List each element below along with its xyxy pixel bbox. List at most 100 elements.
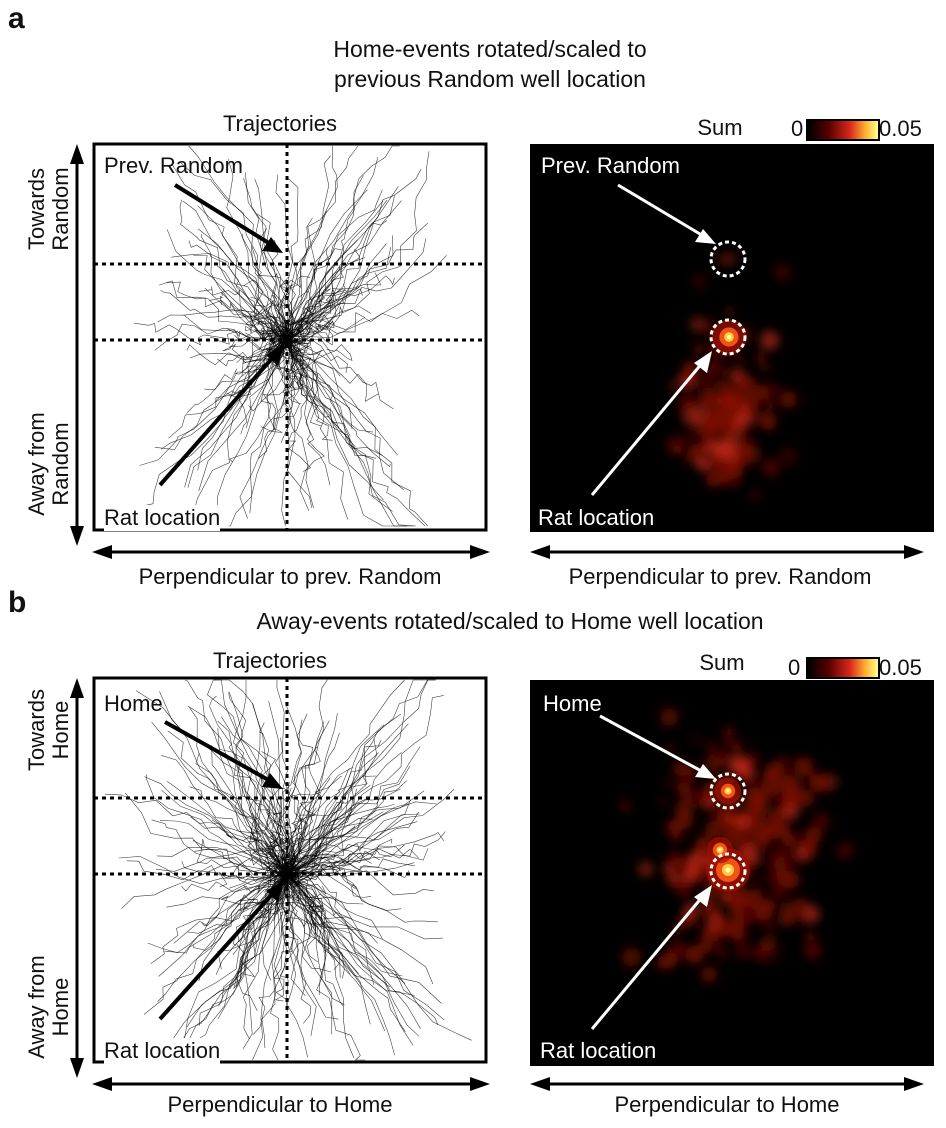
heat-blob [660, 708, 679, 727]
heat-blob [717, 385, 734, 401]
heat-blob [668, 874, 679, 885]
panel-a-colorbar-min: 0 [791, 116, 804, 141]
heat-blob [751, 876, 762, 887]
heat-blob [724, 918, 744, 938]
trajectory-line [261, 877, 288, 1049]
heat-blob [704, 756, 721, 772]
panel-a-title-line2: previous Random well location [334, 66, 646, 92]
panel-b-title: Away-events rotated/scaled to Home well … [256, 608, 764, 634]
panel-b-rat-arrow [158, 880, 284, 1021]
heat-blob [780, 391, 797, 408]
trajectory-line [282, 157, 379, 342]
panel-b-heatmap-plot [530, 680, 934, 1091]
panel-a-x-label-right: Perpendicular to prev. Random [568, 564, 872, 589]
panel-b-goal-label-left: Home [104, 691, 163, 716]
trajectory-line [221, 716, 290, 872]
heat-blob [720, 473, 730, 484]
trajectory-line [249, 336, 298, 514]
panel-a-y-bottom-line1: Away from [24, 412, 49, 516]
trajectory-line [252, 871, 294, 1035]
heat-blob [782, 787, 802, 806]
trajectory-line [282, 337, 416, 527]
panel-a-rat-arrow [158, 344, 284, 487]
trajectory-line [283, 309, 420, 339]
heat-blob [731, 833, 740, 842]
trajectory-line [156, 857, 290, 877]
trajectory-line [287, 788, 401, 878]
trajectory-line [289, 860, 372, 898]
panel-b-x-label-left: Perpendicular to Home [167, 1092, 393, 1117]
trajectory-line [209, 295, 288, 339]
heat-blob [698, 373, 717, 391]
trajectory-line [182, 200, 290, 337]
trajectory-line [217, 335, 290, 522]
heat-blob [780, 915, 791, 926]
trajectory-line [264, 865, 293, 901]
panel-a-x-label-left: Perpendicular to prev. Random [138, 564, 442, 589]
heat-blob [794, 913, 805, 924]
panel-a-rat-circle [709, 318, 747, 356]
panel-a-right-title: Sum [697, 115, 743, 140]
trajectory-line [288, 217, 313, 340]
trajectory-line [215, 679, 290, 870]
trajectory-line [286, 337, 426, 527]
heat-blob [677, 882, 693, 898]
trajectory-line [285, 766, 410, 870]
heat-hotspot [726, 789, 730, 793]
heat-blob [732, 453, 742, 462]
panel-a-left-title: Trajectories [222, 111, 338, 136]
trajectory-line [285, 272, 382, 340]
trajectory-line [287, 803, 409, 874]
heat-blob [707, 418, 719, 430]
heat-blob [712, 942, 723, 952]
heat-blob [706, 742, 717, 753]
heat-blob [682, 393, 699, 410]
trajectory-line [133, 339, 292, 527]
panel-b-letter: b [8, 586, 27, 619]
trajectory-line [289, 255, 447, 338]
panel-a-heat-blobs [666, 253, 798, 500]
trajectory-line [291, 807, 317, 875]
heat-blob [744, 780, 758, 794]
heat-blob [755, 352, 766, 363]
trajectory-line [186, 341, 286, 366]
heat-blob [725, 823, 745, 843]
trajectory-line [284, 339, 314, 509]
heat-blob [715, 254, 724, 263]
heat-blob [679, 801, 688, 810]
panel-b-goal-label-right: Home [543, 691, 602, 716]
heat-blob [766, 868, 783, 885]
trajectory-line [284, 341, 407, 527]
trajectory-line [172, 164, 287, 339]
trajectory-line [184, 679, 289, 870]
trajectory-line [286, 878, 341, 978]
heat-blob [805, 931, 816, 943]
trajectory-line [284, 145, 338, 337]
trajectory-line [285, 342, 325, 511]
trajectory-line [258, 340, 293, 459]
trajectory-line [286, 873, 421, 1029]
trajectory-line [286, 338, 394, 410]
heat-blob [698, 842, 706, 850]
trajectory-line [281, 335, 296, 527]
trajectory-line [286, 850, 380, 876]
heat-blob [621, 947, 642, 967]
trajectory-line [200, 234, 285, 340]
trajectory-line [236, 877, 286, 987]
trajectory-line [291, 342, 331, 486]
heat-blob [743, 816, 761, 834]
heat-blob [721, 419, 735, 434]
heat-blob [676, 811, 694, 829]
trajectory-line [289, 871, 317, 935]
heat-blob [723, 736, 734, 748]
trajectory-line [289, 338, 348, 520]
trajectory-line [172, 877, 285, 1040]
heat-blob [765, 399, 776, 410]
trajectory-line [281, 877, 306, 997]
trajectory-line [288, 333, 379, 402]
trajectory-line [187, 341, 286, 488]
heat-blob [689, 851, 701, 863]
trajectory-line [264, 303, 286, 345]
trajectory-line [283, 186, 399, 337]
panel-a-colorbar-max: 0.05 [879, 116, 922, 141]
